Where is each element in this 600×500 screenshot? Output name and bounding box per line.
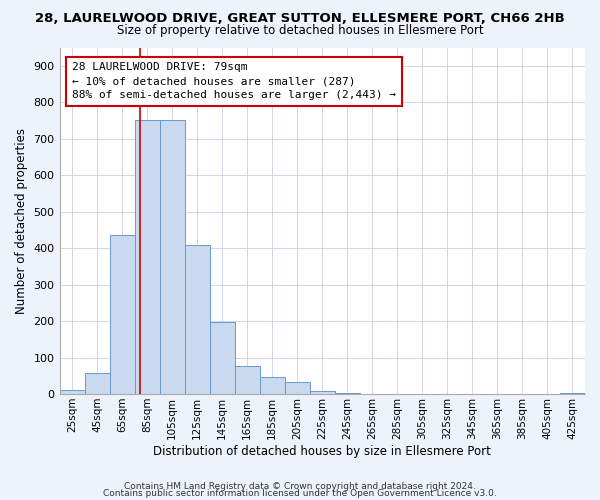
Bar [310, 391, 335, 394]
Bar [160, 120, 185, 394]
Bar [209, 322, 235, 394]
Bar [134, 120, 160, 394]
Y-axis label: Number of detached properties: Number of detached properties [15, 128, 28, 314]
Bar [59, 390, 85, 394]
Bar [260, 377, 285, 394]
Bar [285, 382, 310, 394]
Bar [560, 393, 585, 394]
Text: Contains public sector information licensed under the Open Government Licence v3: Contains public sector information licen… [103, 490, 497, 498]
Bar [335, 393, 360, 394]
Bar [85, 373, 110, 394]
Text: Contains HM Land Registry data © Crown copyright and database right 2024.: Contains HM Land Registry data © Crown c… [124, 482, 476, 491]
X-axis label: Distribution of detached houses by size in Ellesmere Port: Distribution of detached houses by size … [154, 444, 491, 458]
Bar [185, 245, 209, 394]
Text: 28, LAURELWOOD DRIVE, GREAT SUTTON, ELLESMERE PORT, CH66 2HB: 28, LAURELWOOD DRIVE, GREAT SUTTON, ELLE… [35, 12, 565, 26]
Text: 28 LAURELWOOD DRIVE: 79sqm
← 10% of detached houses are smaller (287)
88% of sem: 28 LAURELWOOD DRIVE: 79sqm ← 10% of deta… [72, 62, 396, 100]
Bar [235, 366, 260, 394]
Text: Size of property relative to detached houses in Ellesmere Port: Size of property relative to detached ho… [116, 24, 484, 37]
Bar [110, 236, 134, 394]
